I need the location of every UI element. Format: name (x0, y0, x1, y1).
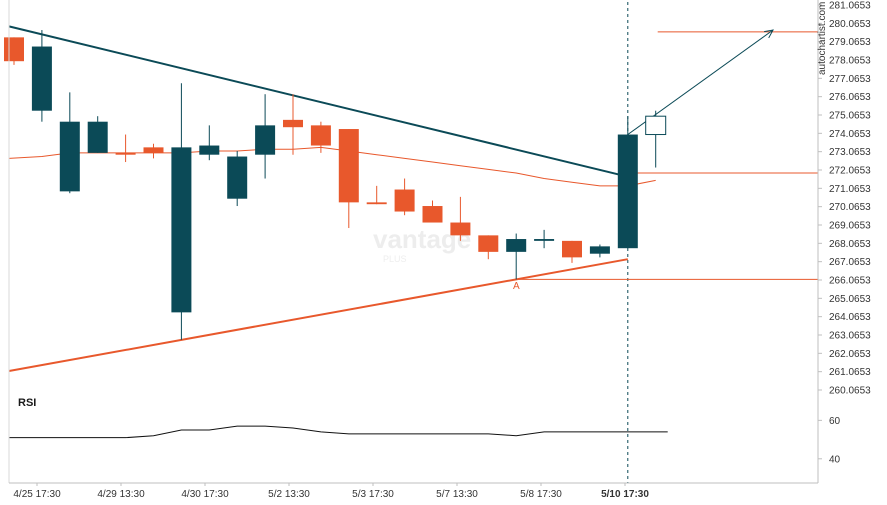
price-tick-label: 272.0653 (829, 166, 871, 177)
rsi-layer (9, 425, 668, 439)
watermark-sub: PLUS (383, 254, 407, 264)
time-tick-label: 4/29 13:30 (97, 489, 145, 500)
moving-average-layer (8, 146, 656, 187)
moving-average-line (8, 146, 656, 187)
price-tick-label: 273.0653 (829, 147, 871, 158)
time-tick-label: 5/8 17:30 (520, 489, 562, 500)
price-tick-label: 270.0653 (829, 202, 871, 213)
price-tick-label: 260.0653 (829, 386, 871, 397)
point-a-label: A (513, 281, 520, 292)
price-tick-label: 263.0653 (829, 331, 871, 342)
candle-body (199, 145, 220, 155)
candle-body (115, 152, 136, 155)
price-tick-label: 262.0653 (829, 349, 871, 360)
price-tick-label: 275.0653 (829, 111, 871, 122)
projection-arrow-head (764, 29, 774, 39)
candle-body (589, 246, 610, 254)
candle-body (87, 121, 108, 153)
time-tick-label: 4/30 17:30 (181, 489, 229, 500)
candle-body (310, 125, 331, 146)
rsi-tick-label: 40 (829, 454, 841, 465)
candle-body (450, 222, 471, 236)
support-trendline (8, 258, 628, 373)
time-tick-label: 5/2 13:30 (268, 489, 310, 500)
candle-body (171, 147, 192, 313)
price-tick-label: 274.0653 (829, 129, 871, 140)
candle-body (366, 202, 387, 205)
candle-body (31, 46, 52, 111)
rsi-label: RSI (18, 397, 36, 409)
levels-layer (516, 2, 818, 483)
price-tick-label: 271.0653 (829, 184, 871, 195)
time-tick-label: 4/25 17:30 (13, 489, 61, 500)
candle-body (394, 189, 415, 212)
rsi-tick-label: 60 (829, 416, 841, 427)
price-tick-label: 278.0653 (829, 56, 871, 67)
price-tick-label: 280.0653 (829, 19, 871, 30)
candle-body (338, 129, 359, 203)
price-tick-label: 268.0653 (829, 239, 871, 250)
candle-body (4, 37, 24, 62)
price-tick-label: 264.0653 (829, 312, 871, 323)
candle-body (422, 206, 443, 223)
price-tick-label: 277.0653 (829, 74, 871, 85)
candle-body (534, 239, 555, 241)
candle-body (227, 156, 248, 199)
price-tick-label: 267.0653 (829, 257, 871, 268)
price-tick-label: 269.0653 (829, 221, 871, 232)
time-tick-label: 5/10 17:30 (601, 489, 649, 500)
candle-body (283, 119, 303, 128)
trendlines-layer (8, 25, 774, 373)
candle-body (143, 147, 164, 153)
source-label: autochartist.com (817, 2, 828, 75)
candle-body (478, 235, 499, 252)
axes-layer: 281.0653 280.0653 279.0653 278.0653 277.0653… (8, 0, 871, 500)
candle-body (562, 240, 582, 258)
price-tick-label: 279.0653 (829, 37, 871, 48)
resistance-trendline (8, 25, 629, 178)
candle-body (617, 134, 638, 249)
price-tick-label: 261.0653 (829, 367, 871, 378)
price-tick-label: 281.0653 (829, 1, 871, 12)
candles-layer (4, 30, 667, 340)
price-tick-label: 276.0653 (829, 92, 871, 103)
candle-body (506, 239, 527, 252)
price-tick-label: 266.0653 (829, 276, 871, 287)
time-tick-label: 5/3 17:30 (352, 489, 394, 500)
price-tick-label: 265.0653 (829, 294, 871, 305)
candle-body-forming (645, 115, 667, 136)
time-tick-label: 5/7 13:30 (436, 489, 478, 500)
candle-body (59, 121, 80, 192)
candle-body (255, 125, 276, 155)
rsi-line (9, 425, 668, 439)
